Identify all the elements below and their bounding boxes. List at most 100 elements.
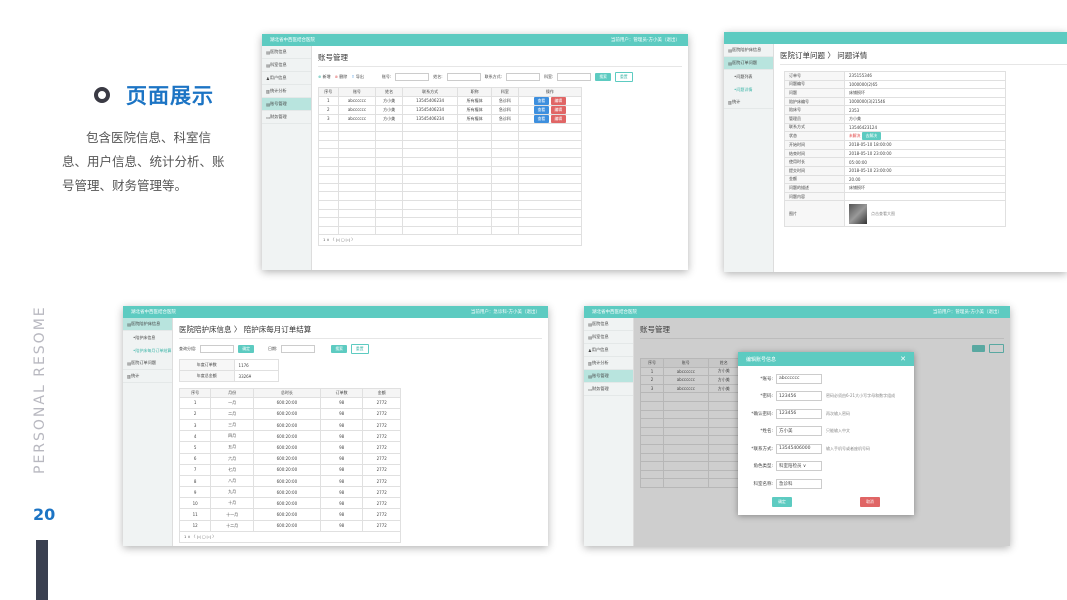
sidebar-item-hospital[interactable]: ▤ 医院信息 <box>584 318 633 331</box>
page-title: 医院陪护床信息 〉 陪护床每月订单结算 <box>179 324 542 339</box>
view-button[interactable]: 查看 <box>533 115 550 123</box>
account-input[interactable] <box>395 73 430 81</box>
sidebar-item-order-problems[interactable]: ▤ 医院订单问题 <box>123 357 172 370</box>
form-row: *确认密码: 123456 再次输入密码 <box>738 405 914 423</box>
detail-row: 联系方式 13546423124 <box>784 122 1006 133</box>
table-cell <box>375 131 404 141</box>
reset-button[interactable]: 重置 <box>350 344 369 354</box>
form-input[interactable]: 13545406000 <box>776 443 822 454</box>
detail-value: 2018-05-10 23:00:00 <box>844 165 1006 176</box>
cancel-button[interactable]: 取消 <box>860 496 880 507</box>
close-icon[interactable]: ✕ <box>900 355 906 363</box>
table-cell <box>337 131 377 141</box>
form-input[interactable]: 急诊科 <box>776 478 822 489</box>
view-button[interactable]: 查看 <box>533 106 550 114</box>
table-cell <box>491 139 519 150</box>
photo-thumbnail[interactable] <box>849 203 867 224</box>
table-cell: 2772 <box>362 463 401 476</box>
reset-button[interactable]: 重置 <box>614 72 633 82</box>
reset-button[interactable] <box>989 344 1004 353</box>
table-row <box>318 139 583 150</box>
detail-value: 点击查看大图 <box>844 200 1006 228</box>
sidebar-item-finance[interactable]: ▭ 财务管理 <box>262 111 311 124</box>
current-user[interactable]: 当前用户：管理员-方小美（退出） <box>610 38 680 43</box>
table-cell <box>318 182 339 193</box>
toolbar: ⊕ 新增 ⊗ 删除 ⇪ 导出 账号: 姓名: 联系方式: 科室: 搜索 重置 <box>318 72 682 82</box>
detail-label: 使用时长 <box>784 157 845 167</box>
table-cell: 600:20:00 <box>252 418 321 432</box>
sidebar-item-stats[interactable]: ▥ 统计 <box>123 370 172 383</box>
form-input[interactable]: 123456 <box>776 408 822 419</box>
table-cell: 4 <box>178 430 212 443</box>
sidebar-item-bed-info[interactable]: ▤ 医院陪护床信息 <box>123 318 172 331</box>
dept-input[interactable] <box>557 73 592 81</box>
table-cell: 600:20:00 <box>252 407 321 420</box>
table-row <box>318 217 583 227</box>
detail-row: 开始时间 2018-05-10 18:00:00 <box>784 140 1006 150</box>
contact-input[interactable] <box>506 73 540 81</box>
edit-button[interactable]: 编辑 <box>550 115 567 123</box>
summary-row: 年度订单数 1176 <box>179 359 280 371</box>
sidebar-item-accounts[interactable]: ▤ 账号管理 <box>262 98 311 111</box>
table-cell: 2772 <box>362 430 401 443</box>
table-cell <box>375 122 404 133</box>
form-input[interactable]: 科室陪检员 ∨ <box>776 461 822 472</box>
edit-button[interactable]: 编辑 <box>550 106 567 114</box>
export-button[interactable]: ⇪ 导出 <box>351 74 364 79</box>
screenshot-edit-account: 湖北省中西医结合医院 当前用户：管理员-方小美（退出） ▤ 医院信息 ▤ 科室信… <box>584 306 1010 546</box>
search-button[interactable] <box>972 345 986 352</box>
sidebar-item-stats[interactable]: ▥ 统计 <box>724 96 773 109</box>
sidebar-sub-bed-info[interactable]: • 陪护床信息 <box>133 334 156 341</box>
form-input[interactable]: 123456 <box>776 391 822 402</box>
table-cell: 600:20:00 <box>252 452 321 465</box>
add-button[interactable]: ⊕ 新增 <box>318 74 331 79</box>
sidebar-item-finance[interactable]: ▭ 财务管理 <box>584 383 633 396</box>
table-row: 10 十月 600:20:00 98 2772 <box>178 497 401 510</box>
date-input[interactable] <box>281 345 316 353</box>
sidebar-item-users[interactable]: ♟ 用户信息 <box>262 72 311 85</box>
sidebar-sub-problem-list[interactable]: • 问题列表 <box>734 73 753 80</box>
name-input[interactable] <box>446 73 481 81</box>
search-button[interactable]: 搜索 <box>595 73 611 81</box>
detail-value: 方小美 <box>844 113 1006 124</box>
table-cell: 8 <box>178 474 212 488</box>
sidebar-item-accounts[interactable]: ▤ 账号管理 <box>584 370 633 383</box>
detail-label: 图片 <box>784 200 845 228</box>
pagination[interactable]: 1 ∨ 〈 |◁ ▢ ▷| 〉 <box>318 235 582 247</box>
view-button[interactable]: 查看 <box>533 97 550 105</box>
confirm-button[interactable]: 确定 <box>238 345 254 353</box>
detail-label: 管理员 <box>784 113 845 124</box>
table-cell: 9 <box>178 486 212 499</box>
current-user[interactable]: 当前用户：急诊科-方小美（退出） <box>470 310 540 315</box>
table-row: 7 七月 600:20:00 98 2772 <box>178 463 401 476</box>
edit-button[interactable]: 编辑 <box>550 97 567 105</box>
table-cell: 2772 <box>362 474 401 488</box>
sidebar-sub-monthly-settlement[interactable]: • 陪护床每月订单结算 <box>133 347 172 354</box>
search-button[interactable]: 搜索 <box>331 345 347 353</box>
ok-button[interactable]: 确定 <box>772 496 792 507</box>
delete-button[interactable]: ⊗ 删除 <box>334 74 348 79</box>
table-cell <box>337 139 377 150</box>
detail-row: 管理员 方小美 <box>784 113 1006 124</box>
form-input[interactable]: abcccccc <box>776 373 822 384</box>
table-cell <box>491 182 519 193</box>
resolve-button[interactable]: 去解决 <box>861 132 882 140</box>
sidebar-item-users[interactable]: ♟ 用户信息 <box>584 344 633 357</box>
pagination[interactable]: 1 ∨ 〈 |◁ ▢ ▷| 〉 <box>179 531 401 543</box>
current-user[interactable]: 当前用户：管理员-方小美（退出） <box>932 310 1002 315</box>
sidebar-item-dept[interactable]: ▤ 科室信息 <box>262 59 311 72</box>
sidebar-item-bed-info[interactable]: ▤ 医院陪护床信息 <box>724 44 773 57</box>
table-cell <box>337 122 377 133</box>
main-content: 医院陪护床信息 〉 陪护床每月订单结算 查询分组: 确定 日期: 搜索 重置 年… <box>178 324 542 543</box>
sidebar-item-order-problems[interactable]: ▤ 医院订单问题 <box>724 57 773 70</box>
form-input[interactable]: 方小美 <box>776 426 822 437</box>
table-cell <box>491 131 519 141</box>
sidebar-item-hospital[interactable]: ▤ 医院信息 <box>262 46 311 59</box>
sidebar-sub-problem-detail[interactable]: • 问题详情 <box>734 86 753 93</box>
sidebar-item-stats[interactable]: ▥ 统计分析 <box>262 85 311 98</box>
sidebar-item-stats[interactable]: ▥ 统计分析 <box>584 357 633 370</box>
group-select[interactable] <box>200 345 235 353</box>
view-large-link[interactable]: 点击查看大图 <box>871 210 895 216</box>
sidebar-item-dept[interactable]: ▤ 科室信息 <box>584 331 633 344</box>
table-row: 3 三月 600:20:00 98 2772 <box>178 418 401 432</box>
